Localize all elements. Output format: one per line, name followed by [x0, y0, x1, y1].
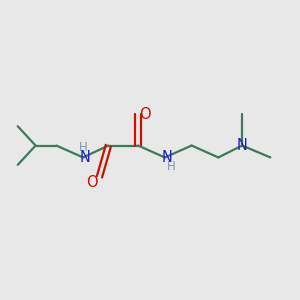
Text: N: N: [80, 150, 91, 165]
Text: H: H: [79, 141, 88, 154]
Text: H: H: [167, 160, 176, 173]
Text: O: O: [139, 107, 151, 122]
Text: N: N: [162, 150, 173, 165]
Text: N: N: [237, 138, 248, 153]
Text: O: O: [86, 175, 98, 190]
